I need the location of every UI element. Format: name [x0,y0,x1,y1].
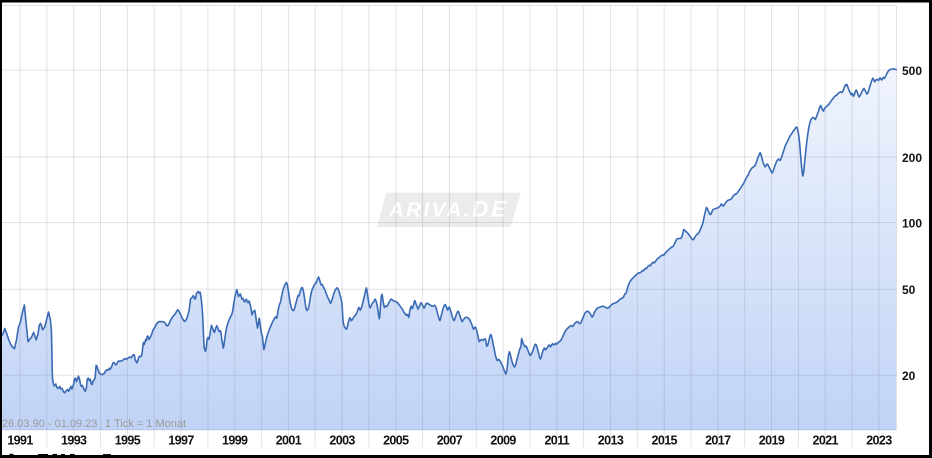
svg-text:1997: 1997 [168,434,194,448]
svg-text:26.03.90 - 01.09.23: 26.03.90 - 01.09.23 [2,418,97,430]
svg-text:1999: 1999 [222,434,248,448]
svg-text:2015: 2015 [651,434,677,448]
svg-text:1 Tick = 1 Monat: 1 Tick = 1 Monat [105,418,186,430]
svg-text:2023: 2023 [866,434,892,448]
svg-text:100: 100 [902,217,922,231]
svg-text:50: 50 [902,283,916,297]
svg-text:1991: 1991 [7,434,33,448]
svg-text:2021: 2021 [812,434,838,448]
svg-text:200: 200 [902,151,922,165]
svg-text:2017: 2017 [705,434,731,448]
svg-text:DE: DE [473,197,510,222]
svg-text:ARIVA.: ARIVA. [388,199,472,222]
svg-text:2003: 2003 [329,434,355,448]
svg-text:2011: 2011 [544,434,569,448]
svg-text:2009: 2009 [490,434,516,448]
svg-text:500: 500 [902,64,922,78]
svg-text:20: 20 [902,369,916,383]
svg-text:2013: 2013 [598,434,624,448]
svg-text:1993: 1993 [61,434,87,448]
svg-text:1995: 1995 [115,434,141,448]
svg-text:2001: 2001 [276,434,302,448]
svg-text:2005: 2005 [383,434,409,448]
svg-text:2007: 2007 [437,434,463,448]
svg-text:2019: 2019 [759,434,785,448]
